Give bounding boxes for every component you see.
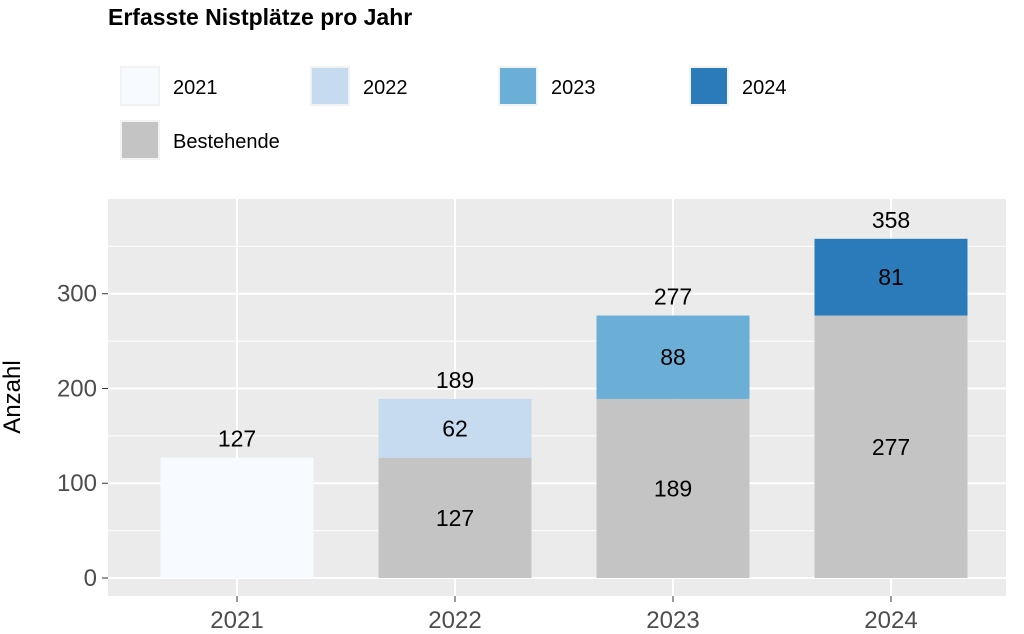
bar-segment-bestehende <box>814 315 968 578</box>
legend-label: 2021 <box>173 77 218 99</box>
legend-item: 2021 <box>120 66 218 106</box>
legend-swatch <box>691 68 727 104</box>
bar-segment-bestehende <box>378 457 532 578</box>
x-axis: 2021 2022 2023 2024 <box>210 596 918 634</box>
bar-segment-neu <box>596 315 750 399</box>
y-tick-label: 100 <box>57 470 97 497</box>
legend-swatch <box>500 68 536 104</box>
x-tick-label: 2024 <box>864 607 917 634</box>
legend-swatch <box>312 68 348 104</box>
bar-segment-neu <box>378 398 532 458</box>
legend-swatch <box>122 122 158 158</box>
y-axis: 0 100 200 300 <box>57 281 108 592</box>
legend-label: Bestehende <box>173 131 280 153</box>
bars: 127 127 62 189 189 88 277 277 81 358 <box>160 207 968 578</box>
data-label: 189 <box>654 475 692 501</box>
legend-label: 2022 <box>363 77 408 99</box>
data-label: 277 <box>872 434 910 460</box>
y-tick-label: 300 <box>57 281 97 308</box>
data-label: 127 <box>436 505 474 531</box>
legend-label: 2023 <box>551 77 596 99</box>
total-label: 277 <box>654 284 692 310</box>
legend-swatch <box>122 68 158 104</box>
y-tick-label: 0 <box>84 565 97 592</box>
x-tick-label: 2022 <box>428 607 481 634</box>
legend: 2021 2022 2023 2024 Bestehende <box>120 66 787 160</box>
total-label: 189 <box>436 367 474 393</box>
data-label: 88 <box>660 344 686 370</box>
data-label: 81 <box>878 264 904 290</box>
data-label: 62 <box>442 415 468 441</box>
legend-item: Bestehende <box>120 120 280 160</box>
bar-segment-bestehende <box>596 398 750 578</box>
legend-item: 2024 <box>689 66 787 106</box>
bar-segment-neu <box>160 457 314 578</box>
y-axis-label: Anzahl <box>0 360 26 433</box>
x-tick-label: 2021 <box>210 607 263 634</box>
legend-item: 2023 <box>498 66 596 106</box>
total-label: 127 <box>218 426 256 452</box>
y-tick-label: 200 <box>57 375 97 402</box>
legend-item: 2022 <box>310 66 408 106</box>
x-tick-label: 2023 <box>646 607 699 634</box>
total-label: 358 <box>872 207 910 233</box>
bar-segment-neu <box>814 238 968 316</box>
chart-title: Erfasste Nistplätze pro Jahr <box>108 4 412 30</box>
legend-label: 2024 <box>742 77 787 99</box>
